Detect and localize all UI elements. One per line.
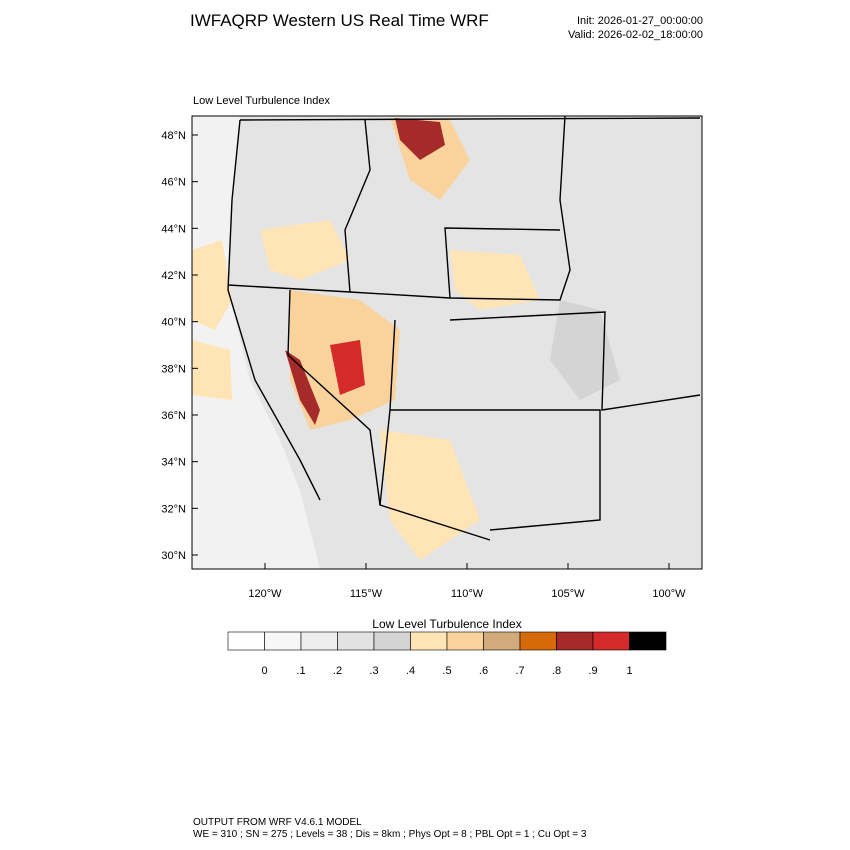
colorbar-label: .1	[296, 665, 305, 677]
colorbar-box	[483, 631, 521, 651]
state-borders	[227, 116, 701, 541]
footer-line: OUTPUT FROM WRF V4.6.1 MODEL	[193, 817, 362, 828]
lat-tick-label: 34°N	[161, 457, 186, 469]
colorbar-label: .4	[406, 665, 415, 677]
page-title: IWFAQRP Western US Real Time WRF	[190, 11, 489, 30]
field-area	[330, 340, 365, 395]
lat-tick-label: 48°N	[161, 130, 186, 142]
colorbar: 0 .1 .2 .3 .4 .5 .6 .7 .8 .9 1	[227, 631, 667, 677]
field-area	[450, 250, 540, 310]
valid-time: Valid: 2026-02-02_18:00:00	[568, 29, 703, 41]
colorbar-label: .3	[369, 665, 378, 677]
colorbar-label: .9	[588, 665, 597, 677]
ocean	[192, 116, 320, 569]
map-axes: 48°N 46°N 44°N 42°N 40°N 38°N 36°N 34°N 32°N 30°N…	[161, 130, 686, 600]
colorbar-box	[227, 631, 265, 651]
lon-tick-label: 110°W	[451, 588, 484, 600]
colorbar-box	[373, 631, 411, 651]
lon-tick-label: 105°W	[551, 588, 585, 600]
colorbar-box	[446, 631, 484, 651]
colorbar-label: .8	[552, 665, 561, 677]
colorbar-box	[337, 631, 375, 651]
lat-tick-label: 42°N	[161, 270, 186, 282]
colorbar-title: Low Level Turbulence Index	[372, 617, 521, 631]
lon-tick-label: 100°W	[652, 588, 686, 600]
colorbar-label: .2	[333, 665, 342, 677]
footer-line: WE = 310 ; SN = 275 ; Levels = 38 ; Dis …	[193, 829, 587, 840]
colorbar-label: .6	[479, 665, 488, 677]
colorbar-box	[592, 631, 630, 651]
init-time: Init: 2026-01-27_00:00:00	[577, 15, 703, 27]
lat-tick-label: 46°N	[161, 177, 186, 189]
lon-tick-label: 115°W	[350, 588, 383, 600]
field-area	[192, 240, 232, 330]
field-area	[285, 350, 320, 425]
colorbar-label: 1	[626, 665, 632, 677]
colorbar-box	[300, 631, 338, 651]
lat-tick-label: 30°N	[161, 550, 186, 562]
colorbar-box	[519, 631, 557, 651]
lat-tick-label: 36°N	[161, 410, 186, 422]
lat-tick-label: 38°N	[161, 363, 186, 375]
lat-tick-label: 40°N	[161, 317, 186, 329]
field-area	[192, 340, 232, 400]
colorbar-label: 0	[261, 665, 267, 677]
colorbar-box	[264, 631, 302, 651]
field-area	[395, 118, 445, 160]
colorbar-box	[556, 631, 594, 651]
field-area	[380, 430, 480, 560]
map-field	[192, 116, 702, 569]
map-title: Low Level Turbulence Index	[193, 95, 330, 107]
colorbar-label: .5	[442, 665, 451, 677]
colorbar-box	[410, 631, 448, 651]
field-area	[260, 220, 350, 280]
map-frame	[191, 115, 703, 570]
colorbar-box	[629, 631, 667, 651]
lat-tick-label: 44°N	[161, 223, 186, 235]
colorbar-label: .7	[515, 665, 524, 677]
lat-tick-label: 32°N	[161, 503, 186, 515]
lon-tick-label: 120°W	[248, 588, 282, 600]
